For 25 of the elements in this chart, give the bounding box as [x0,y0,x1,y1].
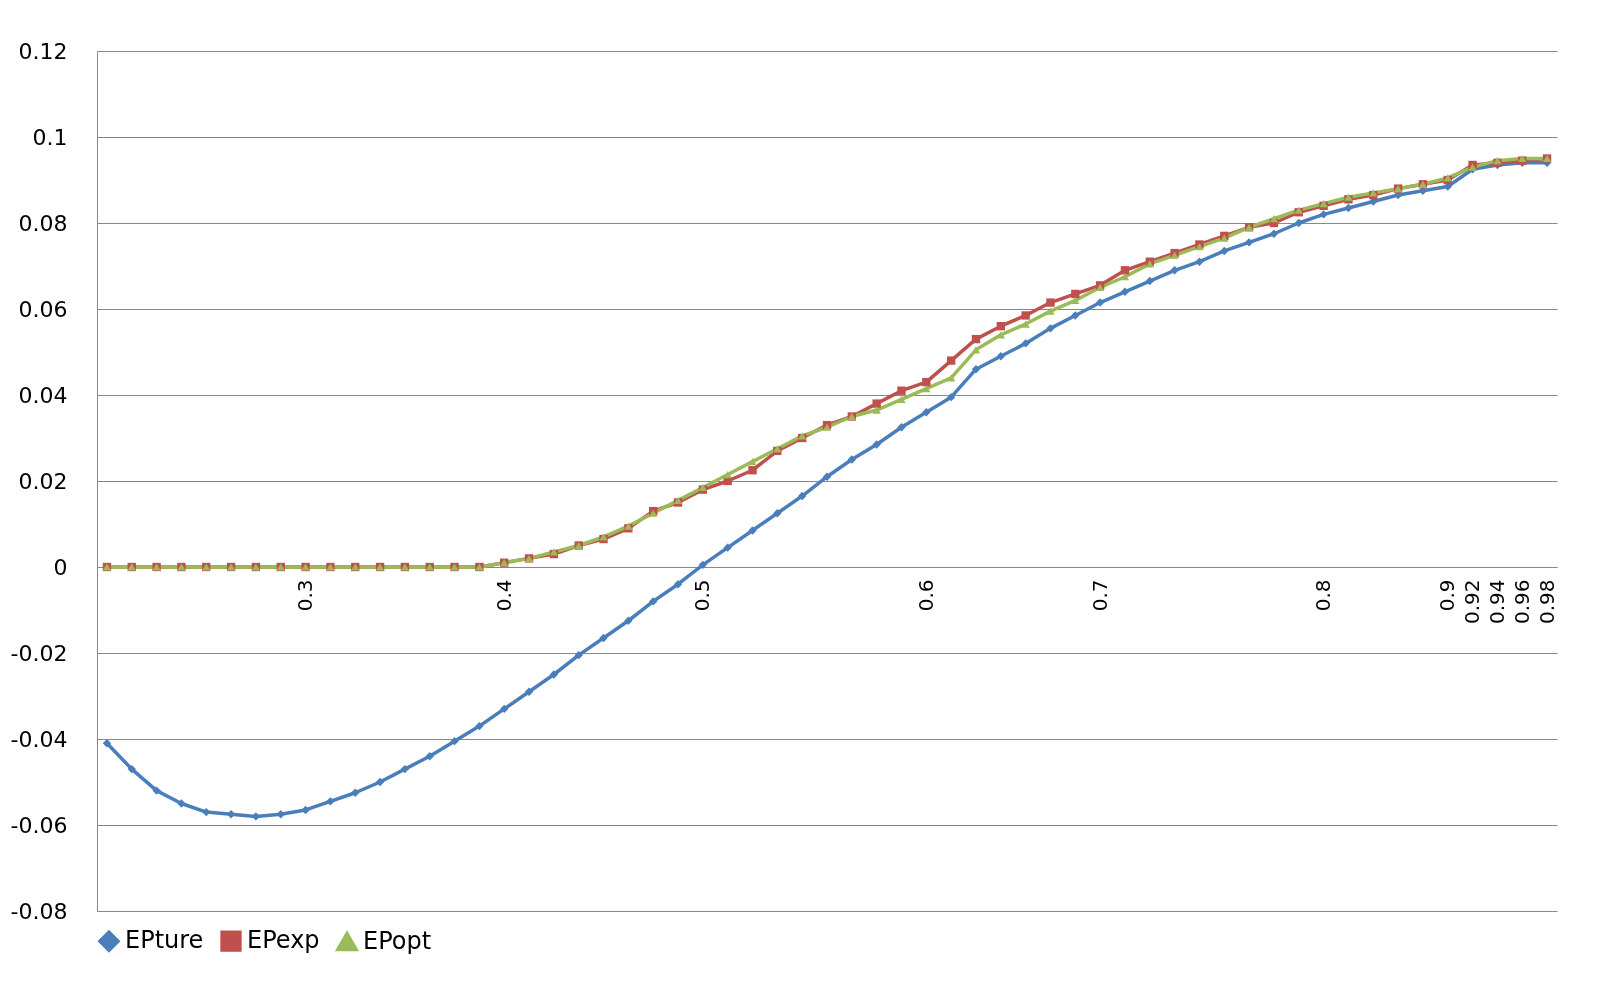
y-tick-label: 0.06 [18,296,68,322]
x-tick-label: 0.5 [690,579,715,612]
y-tick-label: 0.04 [18,382,68,408]
x-tick-label: 0.94 [1484,579,1509,625]
legend-label: EPopt [363,926,432,955]
y-tick-label: 0.02 [18,468,68,494]
y-tick-label: 0.08 [18,210,68,236]
y-tick-label: -0.08 [10,898,68,924]
x-tick-label: 0.6 [913,579,938,612]
x-tick-label: 0.92 [1460,579,1485,625]
x-tick-label: 0.96 [1509,579,1534,625]
legend-label: EPture [125,926,204,955]
x-tick-label: 0.4 [491,579,516,612]
legend-label: EPexp [247,926,320,955]
x-tick-label: 0.7 [1087,579,1112,612]
x-tick-label: 0.98 [1534,579,1559,625]
x-tick-label: 0.3 [293,579,318,612]
x-tick-label: 0.8 [1311,579,1336,612]
y-tick-label: -0.02 [10,640,68,666]
y-tick-label: 0.1 [32,124,68,150]
y-tick-label: -0.06 [10,812,68,838]
x-tick-label: 0.9 [1435,579,1460,612]
y-tick-label: -0.04 [10,726,68,752]
y-tick-label: 0 [53,554,68,580]
y-tick-label: 0.12 [18,38,68,64]
